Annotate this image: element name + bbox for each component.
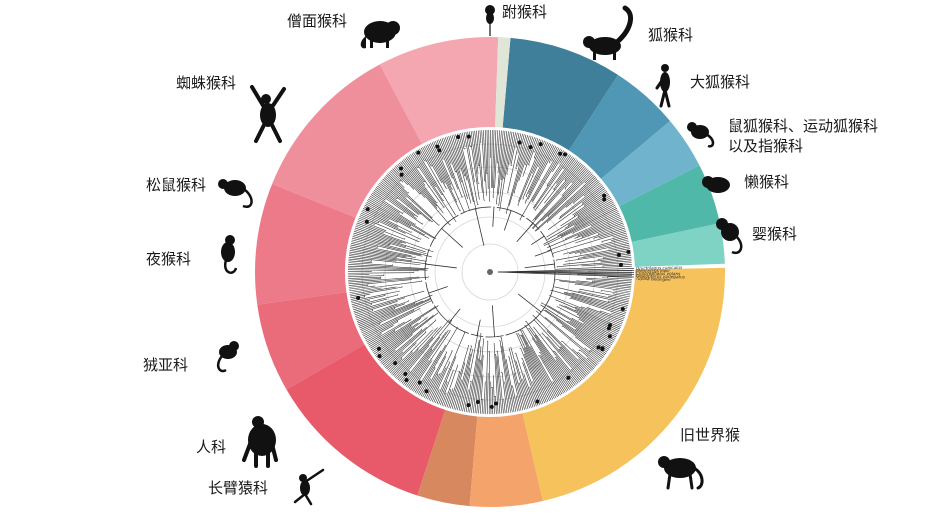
outgroup-species-label: Ptilocercus lowii xyxy=(636,268,670,273)
family-labels: 僧面猴科 跗猴科 狐猴科 蜘蛛猴科 大狐猴科 鼠狐猴科、运动狐猴科 以及指猴科 … xyxy=(143,3,878,497)
label-lemuridae: 狐猴科 xyxy=(648,26,693,44)
sector-tarsiidae xyxy=(495,37,511,128)
outgroup-branch-1 xyxy=(497,271,634,278)
outgroup-branch-5 xyxy=(497,268,634,273)
sector-indriidae xyxy=(568,74,671,179)
sector-galagidae xyxy=(631,223,725,267)
tarsier-icon xyxy=(485,5,495,36)
sector-cercopithecidae xyxy=(522,267,726,501)
label-cheirogaleidae: 鼠狐猴科、运动狐猴科 xyxy=(728,117,878,135)
label-saimiri: 松鼠猴科 xyxy=(146,176,206,194)
gibbon-icon xyxy=(293,468,325,506)
sector-atelidae xyxy=(272,64,422,218)
indri-icon xyxy=(655,64,671,108)
sector-lorisidae xyxy=(619,165,720,242)
label-atelidae: 蜘蛛猴科 xyxy=(176,74,236,92)
sector-saimiri xyxy=(255,183,356,305)
sector-callitrichidae xyxy=(286,344,446,496)
outgroup-species-label: Tupaia belangeri xyxy=(636,276,672,282)
label-galagidae: 婴猴科 xyxy=(752,225,797,243)
label-hylobatidae: 长臂猿科 xyxy=(208,479,268,497)
label-lorisidae: 懒猴科 xyxy=(744,173,789,191)
mouse-lemur-icon xyxy=(687,122,715,148)
outgroup-species-label: Galeopterus variegatus xyxy=(636,273,686,279)
gorilla-icon xyxy=(242,416,278,468)
sector-aotidae xyxy=(257,292,365,390)
label-cheirogaleidae-2: 以及指猴科 xyxy=(728,137,803,155)
sector-hominidae xyxy=(417,409,478,507)
ring-tailed-lemur-icon xyxy=(583,5,634,60)
sector-hylobatidae xyxy=(469,413,543,507)
label-indriidae: 大狐猴科 xyxy=(690,73,750,91)
galago-icon xyxy=(716,218,743,255)
label-pitheciidae: 僧面猴科 xyxy=(287,12,347,30)
label-aotidae: 夜猴科 xyxy=(146,250,191,268)
night-monkey-icon xyxy=(221,235,238,274)
tree-root-node xyxy=(487,269,493,275)
sector-pitheciidae xyxy=(379,37,499,144)
label-tarsiidae: 跗猴科 xyxy=(502,3,547,21)
sector-lemuridae xyxy=(502,37,618,151)
outgroup-species-label: Cynocephalus volans xyxy=(636,271,681,276)
label-callitrichidae: 狨亚科 xyxy=(143,356,188,374)
label-cercopithecidae: 旧世界猴 xyxy=(680,426,740,444)
loris-icon xyxy=(702,176,730,193)
sector-cheirogaleidae xyxy=(601,120,700,207)
outgroup-species-label: Oryctolagus cuniculus xyxy=(636,265,683,271)
squirrel-monkey-icon xyxy=(218,179,253,209)
old-world-monkey-icon xyxy=(658,456,704,490)
spider-monkey-icon xyxy=(250,85,286,143)
marmoset-icon xyxy=(216,341,239,373)
saki-icon xyxy=(360,21,400,49)
label-hominidae: 人科 xyxy=(196,438,226,456)
